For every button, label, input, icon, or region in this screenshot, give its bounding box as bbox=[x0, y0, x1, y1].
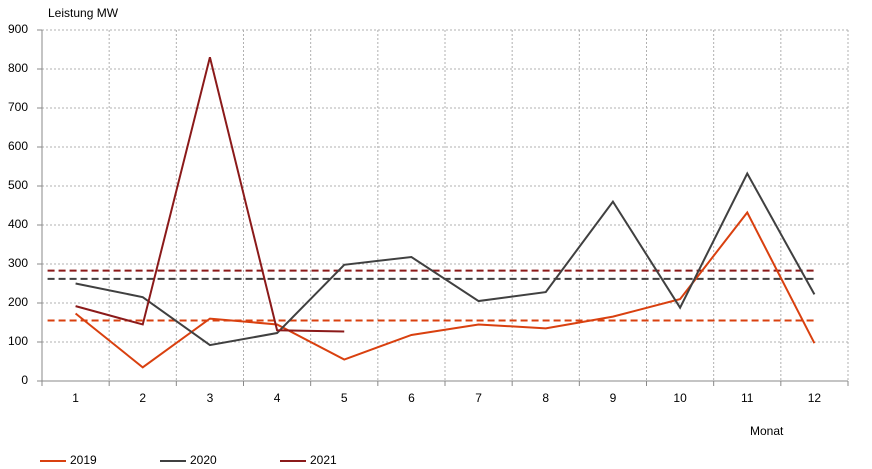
x-tick-label: 6 bbox=[408, 391, 415, 405]
legend-label: 2019 bbox=[70, 453, 97, 467]
y-tick-label: 100 bbox=[8, 334, 28, 348]
series-line bbox=[75, 57, 345, 333]
legend-label: 2021 bbox=[310, 453, 337, 467]
legend-label: 2020 bbox=[190, 453, 217, 467]
x-tick-label: 5 bbox=[341, 391, 348, 405]
y-tick-label: 400 bbox=[8, 217, 28, 231]
y-tick-label: 900 bbox=[8, 22, 28, 36]
x-tick-label: 7 bbox=[475, 391, 482, 405]
series-line bbox=[75, 171, 816, 347]
y-tick-label: 700 bbox=[8, 100, 28, 114]
y-tick-label: 200 bbox=[8, 295, 28, 309]
x-tick-label: 1 bbox=[72, 391, 79, 405]
x-tick-label: 8 bbox=[542, 391, 549, 405]
x-axis-label: Monat bbox=[750, 424, 784, 438]
y-tick-label: 0 bbox=[21, 373, 28, 387]
x-tick-label: 2 bbox=[139, 391, 146, 405]
x-tick-label: 9 bbox=[610, 391, 617, 405]
y-tick-label: 800 bbox=[8, 61, 28, 75]
x-tick-label: 11 bbox=[741, 391, 754, 405]
y-tick-label: 500 bbox=[8, 178, 28, 192]
y-tick-label: 600 bbox=[8, 139, 28, 153]
x-tick-label: 10 bbox=[673, 391, 687, 405]
y-tick-label: 300 bbox=[8, 256, 28, 270]
y-axis-label: Leistung MW bbox=[48, 6, 119, 20]
x-tick-label: 12 bbox=[808, 391, 822, 405]
x-tick-label: 4 bbox=[274, 391, 281, 405]
x-tick-label: 3 bbox=[207, 391, 214, 405]
